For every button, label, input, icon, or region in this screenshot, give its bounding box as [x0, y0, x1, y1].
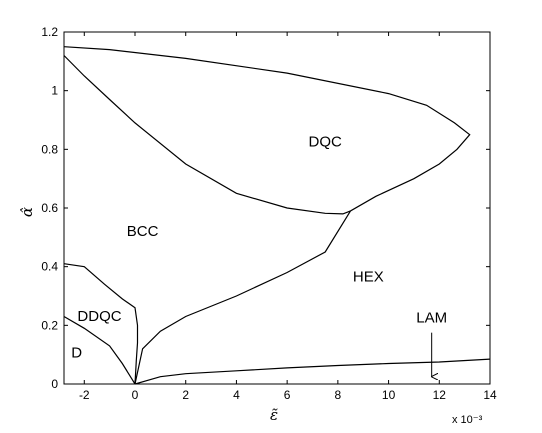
x-tick-label: 12	[433, 388, 447, 402]
x-tick-label: 8	[335, 388, 342, 402]
x-tick-label: -2	[79, 388, 90, 402]
y-tick-label: 1	[51, 84, 58, 98]
boundary-lines	[63, 46, 491, 385]
y-tick-label: 0.2	[41, 318, 58, 332]
y-tick-label: 0.8	[41, 142, 58, 156]
region-label-hex: HEX	[353, 268, 384, 285]
x-axis-label: ε̃	[270, 406, 278, 424]
x-tick-label: 0	[132, 388, 139, 402]
y-tick-label: 0.4	[41, 260, 58, 274]
x-tick-label: 6	[284, 388, 291, 402]
phase-boundary-4	[63, 263, 139, 385]
region-label-ddqc: DDQC	[77, 308, 121, 325]
phase-boundary-2	[134, 210, 352, 385]
region-label-dqc: DQC	[309, 133, 343, 150]
y-axis-label: α̂	[18, 207, 36, 217]
region-label-lam: LAM	[416, 309, 447, 326]
x-axis-multiplier: x 10⁻³	[452, 414, 483, 426]
ticks-layer: -2 0 2 4 6 8 10 12 14 0 0.2 0.4 0.6 0.8 1 1.2	[41, 25, 497, 402]
region-label-bcc: BCC	[127, 223, 159, 240]
y-tick-label: 0.6	[41, 201, 58, 215]
x-tick-label: 4	[233, 388, 240, 402]
plot-frame	[63, 31, 491, 385]
y-tick-label: 0	[51, 377, 58, 391]
region-label-d: D	[71, 345, 82, 362]
phase-boundary-1	[63, 46, 471, 215]
region-labels: DQC BCC HEX DDQC D LAM	[71, 133, 447, 361]
x-tick-label: 14	[483, 388, 497, 402]
x-tick-label: 2	[182, 388, 189, 402]
x-tick-label: 10	[382, 388, 396, 402]
phase-boundary-3	[134, 358, 491, 385]
phase-boundary-5	[63, 315, 136, 385]
y-tick-label: 1.2	[41, 25, 58, 39]
